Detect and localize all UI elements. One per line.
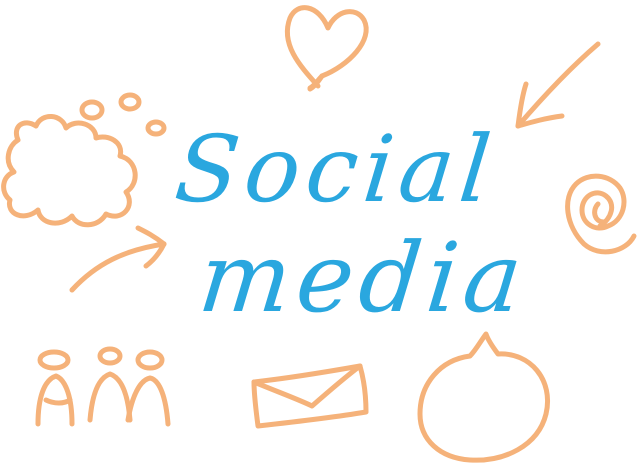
thought-cloud-icon	[1, 92, 167, 228]
headline-media: media	[194, 222, 534, 334]
arrow-down-left-icon	[515, 41, 601, 129]
envelope-icon	[251, 363, 369, 429]
at-sign-icon	[565, 173, 637, 255]
headline-social: Social	[170, 116, 502, 223]
heart-icon	[284, 5, 369, 92]
speech-bubble-icon	[417, 331, 550, 463]
people-group-icon	[35, 346, 171, 427]
arrow-up-right-icon	[69, 225, 167, 293]
